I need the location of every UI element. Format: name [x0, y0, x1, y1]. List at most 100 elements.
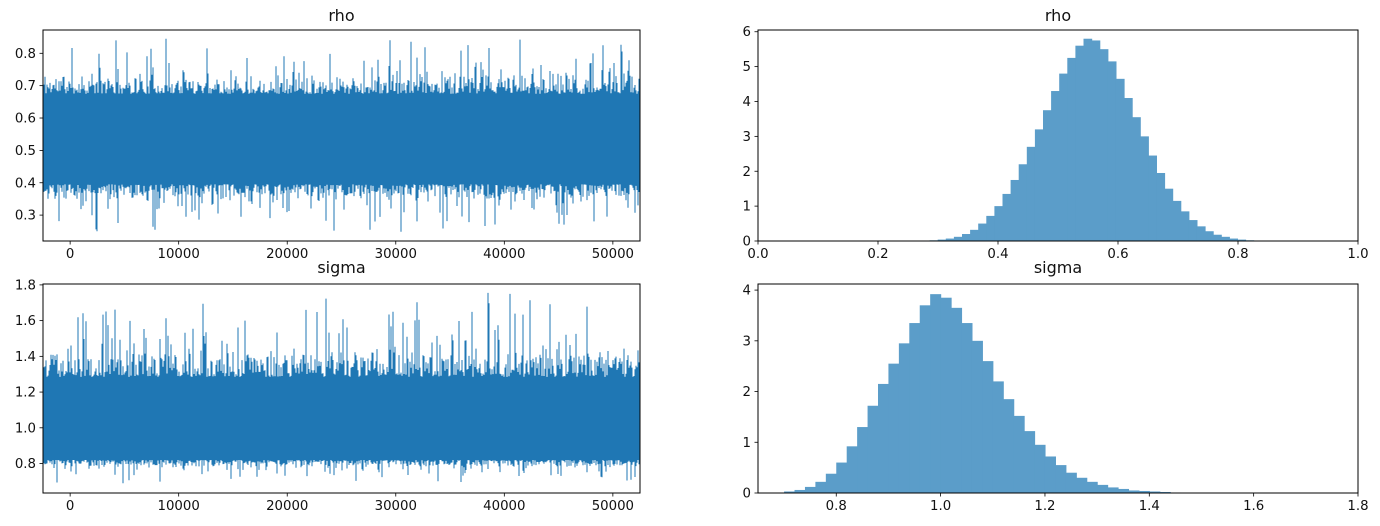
- hist-bar: [1002, 193, 1012, 241]
- hist-bar: [1099, 49, 1109, 242]
- x-tick-label: 1.6: [1243, 499, 1264, 514]
- hist-bar: [970, 229, 979, 241]
- y-tick-label: 0: [743, 235, 751, 250]
- hist-bar: [1205, 231, 1214, 241]
- hist-bar: [1059, 73, 1068, 241]
- hist-bar: [1132, 117, 1141, 241]
- hist-bar: [1107, 487, 1119, 493]
- hist-bar: [940, 297, 952, 493]
- y-tick-label: 0.5: [15, 144, 36, 159]
- y-tick-label: 0.8: [15, 457, 36, 472]
- hist-bar: [1075, 45, 1085, 241]
- hist-bar: [962, 234, 971, 241]
- hist-bar: [867, 405, 879, 493]
- hist-bar: [1010, 179, 1020, 241]
- sigma-hist-plot: 0.8 1.0 1.2 1.4 1.6 1.8 0 1 2 3 4: [743, 283, 1369, 514]
- plot-title-rho-hist: rho: [1044, 6, 1072, 25]
- y-tick-label: 1.4: [15, 350, 36, 365]
- hist-bar: [1086, 481, 1098, 493]
- hist-bar: [1229, 238, 1238, 241]
- y-tick-label: 0.8: [15, 47, 36, 62]
- rho-trace-plot: 0 10000 20000 30000 40000 50000 0.3 0.4 0.5 0.6 0.…: [15, 29, 641, 262]
- plot-title-sigma-trace: sigma: [317, 258, 366, 277]
- hist-bar: [930, 294, 942, 493]
- x-tick-label: 1.0: [1347, 247, 1368, 262]
- y-tick-label: 0.4: [15, 176, 36, 191]
- hist-bar: [1138, 490, 1150, 493]
- hist-bar: [794, 489, 806, 493]
- x-tick-label: 0: [66, 499, 74, 514]
- plot-title-rho-trace: rho: [328, 6, 355, 25]
- hist-bar: [971, 340, 983, 493]
- x-tick-label: 10000: [158, 247, 200, 262]
- x-tick-label: 0.6: [1107, 247, 1128, 262]
- x-tick-label: 1.4: [1139, 499, 1160, 514]
- trace-line: [42, 292, 641, 484]
- x-tick-label: 30000: [375, 499, 417, 514]
- x-tick-label: 10000: [158, 499, 200, 514]
- hist-bar: [836, 462, 848, 493]
- hist-bar: [1003, 399, 1015, 493]
- x-tick-label: 50000: [592, 247, 634, 262]
- y-tick-label: 0: [743, 487, 751, 502]
- y-tick-label: 5: [743, 60, 751, 75]
- hist-bar: [784, 491, 796, 493]
- hist-bar: [1076, 477, 1088, 493]
- hist-bar: [1034, 129, 1044, 241]
- y-tick-label: 4: [743, 95, 751, 110]
- hist-bar: [951, 307, 963, 493]
- hist-bar: [1051, 91, 1060, 241]
- x-tick-label: 0: [66, 247, 74, 262]
- y-tick-label: 1.2: [15, 386, 36, 401]
- x-tick-label: 0.8: [826, 499, 847, 514]
- hist-bar: [1156, 172, 1166, 241]
- hist-bar: [1237, 239, 1247, 241]
- y-tick-label: 1: [743, 200, 751, 215]
- plot-frame: [42, 283, 641, 494]
- hist-bar: [1018, 164, 1028, 241]
- x-tick-label: 0.4: [987, 247, 1008, 262]
- hist-bar: [1188, 220, 1198, 241]
- x-tick-label: 40000: [483, 247, 525, 262]
- hist-bar: [1196, 226, 1206, 241]
- hist-bar: [1043, 110, 1052, 242]
- y-tick-label: 1: [743, 436, 751, 451]
- hist-bar: [1107, 61, 1117, 241]
- hist-bar: [1164, 188, 1174, 241]
- hist-bar: [1055, 465, 1067, 493]
- hist-bar: [1115, 78, 1125, 241]
- hist-bar: [909, 323, 921, 493]
- hist-bar: [1149, 491, 1161, 493]
- hist-bar: [1159, 491, 1171, 493]
- y-tick-label: 1.0: [15, 421, 36, 436]
- hist-bar: [846, 446, 858, 493]
- x-tick-label: 30000: [375, 247, 417, 262]
- y-tick-label: 4: [743, 284, 751, 299]
- x-tick-label: 0.0: [747, 247, 768, 262]
- plot-title-sigma-hist: sigma: [1033, 258, 1083, 277]
- hist-bar: [1180, 211, 1190, 241]
- hist-bar: [919, 305, 931, 493]
- y-tick-label: 2: [743, 385, 751, 400]
- x-tick-label: 0.2: [867, 247, 888, 262]
- y-tick-label: 2: [743, 165, 751, 180]
- x-tick-label: 1.2: [1034, 499, 1055, 514]
- hist-bar: [1044, 456, 1056, 493]
- hist-bar: [982, 361, 994, 493]
- x-tick-label: 50000: [592, 499, 634, 514]
- hist-bar: [992, 381, 1004, 493]
- hist-bar: [978, 223, 987, 241]
- hist-bar: [937, 239, 947, 241]
- x-tick-label: 20000: [266, 247, 308, 262]
- hist-bar: [945, 238, 955, 241]
- hist-bar: [1128, 490, 1140, 493]
- hist-bar: [804, 486, 816, 493]
- y-tick-label: 0.7: [15, 79, 36, 94]
- hist-bar: [1024, 431, 1036, 493]
- hist-bar: [1034, 444, 1046, 493]
- hist-bar: [953, 236, 963, 241]
- x-tick-label: 1.8: [1347, 499, 1368, 514]
- hist-bar: [1140, 136, 1149, 241]
